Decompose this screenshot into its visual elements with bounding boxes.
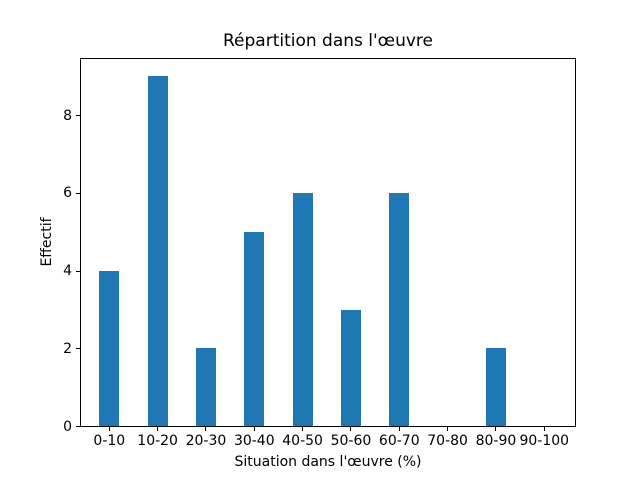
- x-tick-mark: [157, 427, 159, 431]
- y-tick-label: 2: [63, 340, 72, 357]
- bar-40-50: [292, 192, 313, 426]
- x-tick-label: 40-50: [282, 433, 323, 449]
- x-tick-label: 70-80: [427, 433, 468, 449]
- bars-container: [81, 59, 575, 426]
- y-tick-label: 6: [63, 185, 72, 202]
- bar-20-30: [195, 348, 216, 426]
- x-tick-label: 50-60: [330, 433, 372, 449]
- bar-50-60: [340, 309, 361, 426]
- x-tick-mark: [495, 427, 497, 431]
- x-tick-mark: [108, 427, 110, 431]
- plot-area: [80, 58, 576, 427]
- x-tick-label: 60-70: [378, 433, 420, 449]
- x-tick-mark: [350, 427, 352, 431]
- x-tick-label: 20-30: [185, 433, 227, 449]
- x-tick-mark: [253, 427, 255, 431]
- x-tick-label: 30-40: [233, 433, 275, 449]
- y-tick-label: 8: [63, 107, 72, 124]
- chart-title: Répartition dans l'œuvre: [222, 31, 433, 51]
- bar-80-90: [485, 348, 506, 426]
- y-tick-mark: [76, 426, 80, 427]
- y-tick-label: 0: [63, 418, 72, 435]
- y-tick-mark: [76, 270, 80, 272]
- x-tick-mark: [302, 427, 304, 431]
- x-tick-mark: [447, 427, 449, 431]
- x-tick-mark: [205, 427, 207, 431]
- y-tick-label: 4: [63, 263, 72, 280]
- y-tick-mark: [76, 115, 80, 117]
- bar-0-10: [99, 270, 120, 426]
- x-tick-label: 0-10: [93, 433, 126, 449]
- x-tick-label: 80-90: [475, 433, 517, 449]
- bar-60-70: [389, 192, 410, 426]
- y-axis-label: Effectif: [39, 217, 55, 267]
- x-tick-mark: [543, 427, 545, 431]
- x-axis-label: Situation dans l'œuvre (%): [234, 454, 422, 470]
- bar-30-40: [244, 231, 265, 426]
- bar-10-20: [147, 76, 168, 426]
- x-tick-label: 90-100: [519, 433, 570, 449]
- x-tick-mark: [398, 427, 400, 431]
- x-tick-label: 10-20: [137, 433, 178, 449]
- y-tick-mark: [76, 192, 80, 194]
- y-tick-mark: [76, 348, 80, 350]
